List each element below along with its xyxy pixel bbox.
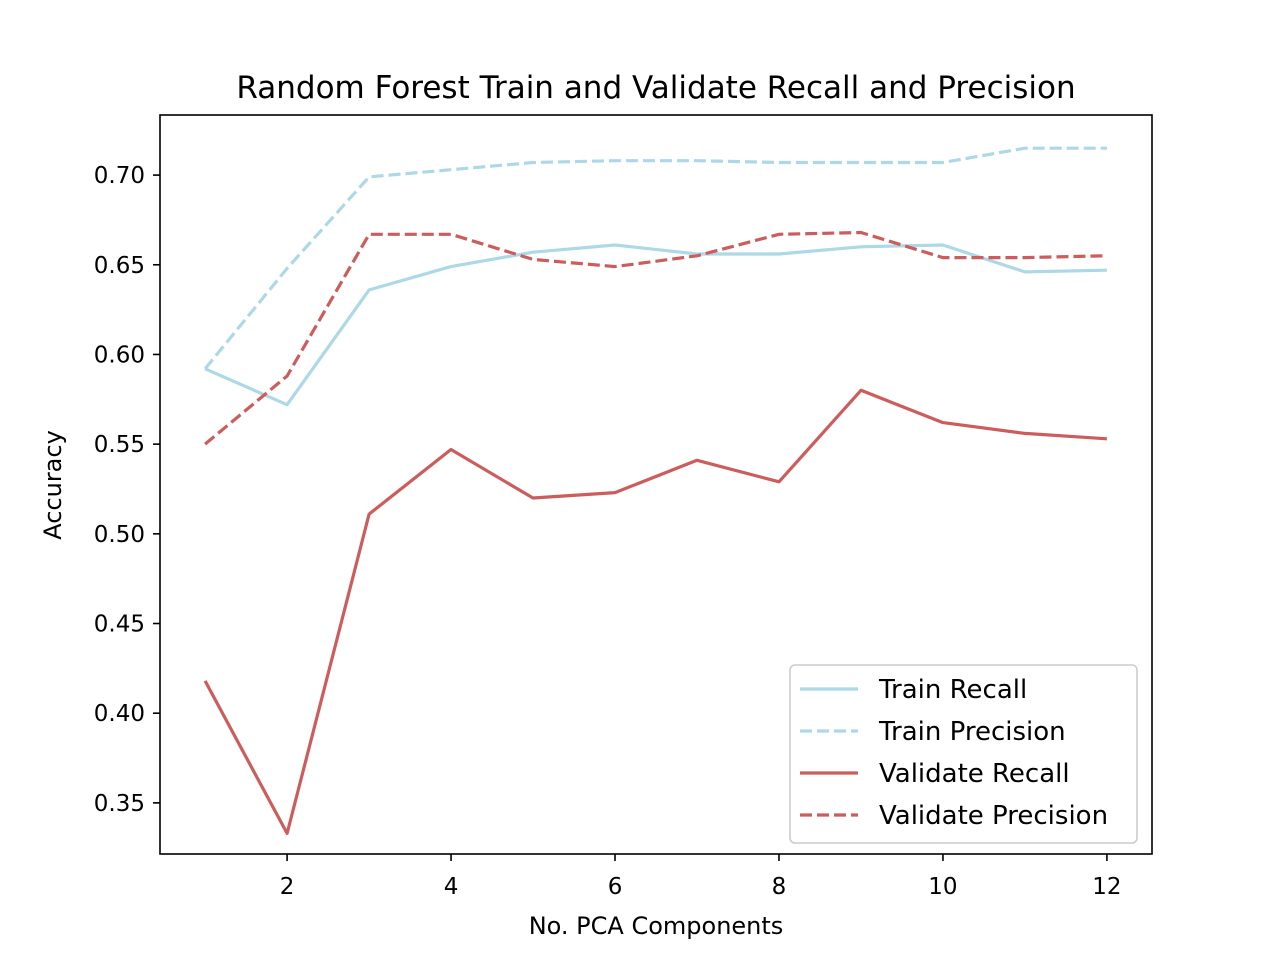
series-layer (203, 146, 1108, 836)
legend: Train Recall Train Precision Validate Reca… (789, 664, 1138, 844)
series-line-train-recall (204, 243, 1107, 407)
y-tick-label: 0.40 (94, 701, 145, 727)
x-axis: 2 4 6 8 10 12 (280, 854, 1122, 900)
x-tick-label: 6 (608, 874, 623, 900)
y-tick-label: 0.65 (94, 253, 145, 279)
x-tick-label: 8 (772, 874, 787, 900)
x-tick-label: 10 (928, 874, 957, 900)
chart-title: Random Forest Train and Validate Recall … (236, 70, 1075, 106)
legend-box (789, 664, 1138, 844)
legend-label-validate-recall: Validate Recall (879, 759, 1070, 789)
plot-frame (159, 114, 1153, 855)
y-tick-label: 0.60 (94, 342, 145, 368)
y-tick-label: 0.50 (94, 522, 145, 548)
legend-label-validate-precision: Validate Precision (879, 801, 1108, 831)
y-axis: 0.35 0.40 0.45 0.50 0.55 0.60 0.65 0.70 (94, 163, 160, 817)
y-tick-label: 0.35 (94, 791, 145, 817)
x-tick-label: 12 (1092, 874, 1121, 900)
legend-label-train-precision: Train Precision (878, 717, 1066, 747)
legend-items: Train Recall Train Precision Validate Reca… (800, 675, 1108, 831)
series-line-train-precision (203, 146, 1107, 370)
legend-label-train-recall: Train Recall (878, 675, 1027, 705)
y-tick-label: 0.55 (94, 432, 145, 458)
series-line-validate-precision (204, 230, 1107, 446)
x-tick-label: 2 (280, 874, 295, 900)
y-axis-label: Accuracy (39, 430, 67, 540)
series-line-validate-recall (203, 388, 1108, 836)
y-tick-label: 0.70 (94, 163, 145, 189)
x-axis-label: No. PCA Components (529, 912, 784, 940)
y-tick-label: 0.45 (94, 612, 145, 638)
x-tick-label: 4 (444, 874, 459, 900)
